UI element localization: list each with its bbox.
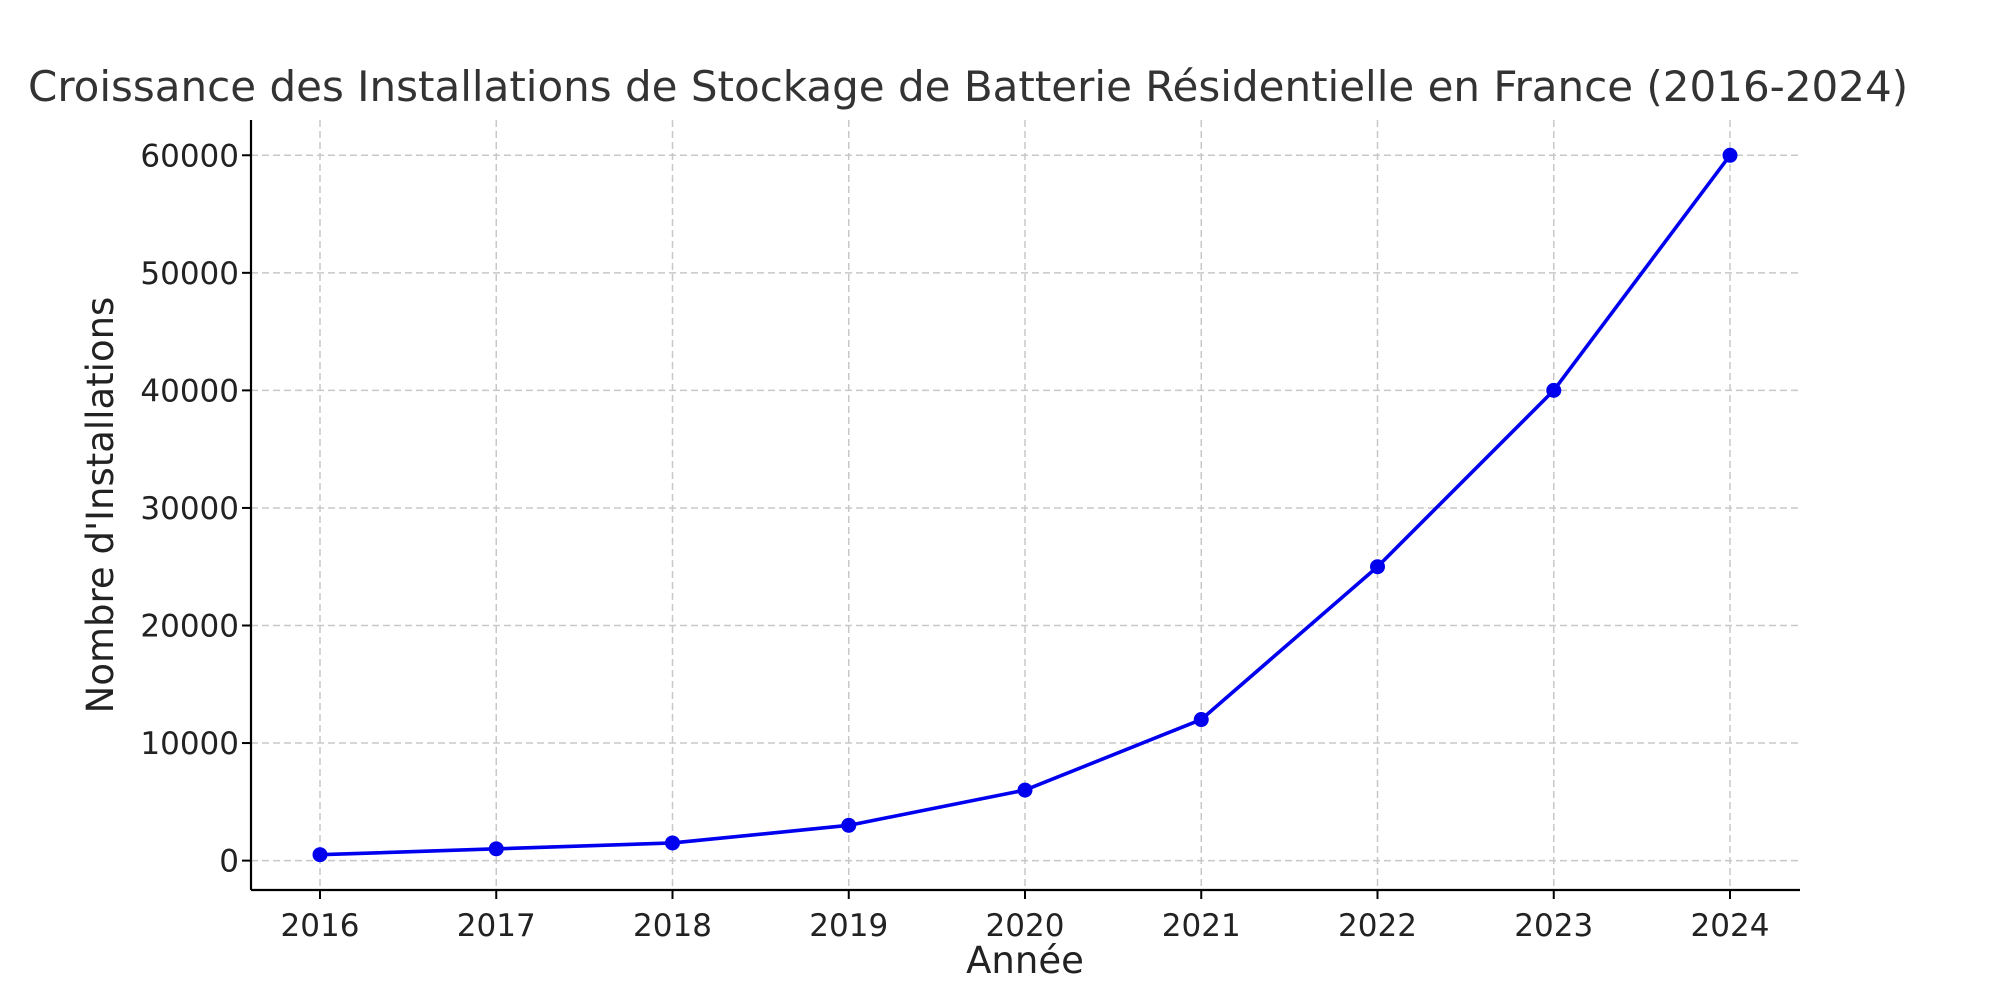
- y-tick-label: 20000: [140, 608, 239, 644]
- x-tick-label: 2024: [1691, 908, 1770, 944]
- data-point: [488, 841, 504, 857]
- data-point: [1193, 712, 1209, 728]
- x-tick-label: 2018: [633, 908, 712, 944]
- y-tick-label: 60000: [140, 138, 239, 174]
- y-tick-label: 40000: [140, 373, 239, 409]
- data-point: [841, 817, 857, 833]
- axes: [242, 120, 1800, 899]
- y-tick-label: 50000: [140, 256, 239, 292]
- grid: [251, 120, 1800, 890]
- chart-title: Croissance des Installations de Stockage…: [28, 62, 1908, 111]
- x-tick-label: 2019: [809, 908, 888, 944]
- data-point: [665, 835, 680, 851]
- x-tick-label: 2016: [281, 908, 360, 944]
- y-axis-label: Nombre d'Installations: [79, 297, 122, 714]
- x-tick-label: 2020: [986, 908, 1065, 944]
- x-tick-label: 2017: [457, 908, 536, 944]
- y-tick-label: 10000: [140, 726, 239, 762]
- x-tick-label: 2022: [1338, 908, 1417, 944]
- data-point: [312, 847, 328, 863]
- y-tick-label: 0: [219, 844, 239, 880]
- data-point: [1722, 147, 1738, 163]
- x-tick-label: 2021: [1162, 908, 1241, 944]
- y-tick-label: 30000: [140, 491, 239, 527]
- x-axis-label: Année: [966, 939, 1084, 982]
- data-point: [1546, 382, 1562, 398]
- data-point: [1017, 782, 1033, 798]
- series: [312, 147, 1738, 863]
- x-tick-labels: 2016 2017 2018 2019 2020 2021 2022 2023 2024: [281, 908, 1770, 944]
- data-point: [1370, 559, 1385, 575]
- y-tick-labels: 0 10000 20000 30000 40000 50000 60000: [140, 138, 239, 879]
- x-tick-label: 2023: [1514, 908, 1593, 944]
